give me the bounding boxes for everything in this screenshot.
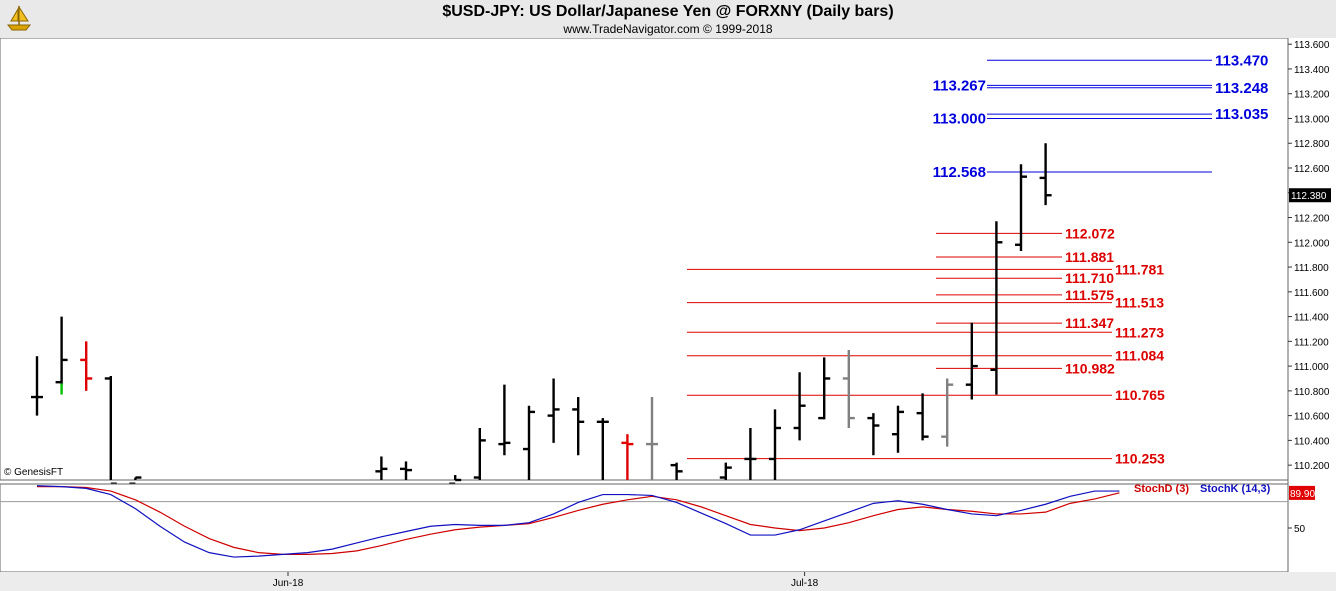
ohlc-bar: [990, 221, 1003, 395]
price-tick-label: 110.600: [1294, 412, 1330, 423]
price-tick-label: 112.600: [1294, 164, 1330, 175]
price-tick-label: 112.000: [1294, 238, 1330, 249]
ohlc-bar: [31, 356, 43, 416]
level-label: 112.072: [1065, 225, 1115, 241]
ohlc-bar: [1015, 164, 1027, 251]
stoch-last-box: [1289, 485, 1315, 500]
level-label: 110.253: [1115, 451, 1165, 467]
ohlc-bar: [818, 357, 831, 420]
level-label: 111.881: [1065, 249, 1114, 265]
price-tick-label: 111.600: [1294, 288, 1329, 299]
price-tick-label: 111.800: [1294, 263, 1329, 274]
level-label: 112.568: [933, 164, 986, 181]
price-tick-label: 113.400: [1294, 65, 1330, 76]
ohlc-bar: [916, 393, 929, 441]
stochd-legend: StochD (3): [1134, 483, 1189, 495]
ohlc-bar: [621, 434, 634, 480]
ohlc-bar: [498, 384, 511, 456]
time-axis-bg: [0, 572, 1336, 591]
level-label: 113.000: [933, 110, 986, 127]
stochk-legend: StochK (14,3): [1200, 483, 1271, 495]
ohlc-bar: [892, 405, 904, 453]
last-price-label: 112.380: [1291, 191, 1327, 202]
level-label: 110.982: [1065, 360, 1115, 376]
ship-logo-icon: [6, 5, 32, 31]
stoch-tick-label: 50: [1294, 524, 1306, 535]
level-label: 111.084: [1115, 348, 1164, 364]
ohlc-bar: [596, 418, 609, 480]
price-tick-label: 111.000: [1294, 362, 1329, 373]
level-label: 111.575: [1065, 287, 1114, 303]
ohlc-bar: [80, 341, 93, 391]
price-tick-label: 110.400: [1294, 436, 1330, 447]
ohlc-bar: [547, 378, 560, 443]
ohlc-bar: [719, 462, 732, 480]
level-label: 113.470: [1215, 52, 1268, 69]
price-tick-label: 110.200: [1294, 461, 1330, 472]
level-label: 111.710: [1065, 270, 1114, 286]
level-label: 111.273: [1115, 324, 1164, 340]
level-label: 111.781: [1115, 261, 1164, 277]
price-tick-label: 110.800: [1294, 387, 1330, 398]
ohlc-bar: [842, 350, 855, 428]
price-tick-label: 112.200: [1294, 214, 1330, 225]
stochastic-panel: 50 89.90 Jun-18 Jul-18: [0, 483, 1336, 591]
level-label: 113.267: [933, 77, 986, 94]
ohlc-bar: [55, 316, 68, 385]
price-tick-label: 113.600: [1294, 40, 1330, 51]
last-price-box: [1289, 188, 1331, 203]
ohlc-bar: [867, 413, 880, 456]
ohlc-bar: [400, 461, 412, 480]
ohlc-bar: [473, 428, 486, 480]
ohlc-bar: [375, 456, 388, 480]
chart-title: $USD-JPY: US Dollar/Japanese Yen @ FORXN…: [442, 3, 894, 20]
ohlc-bar: [670, 462, 683, 480]
stochd-line: [37, 486, 1120, 556]
level-label: 113.248: [1215, 80, 1268, 97]
ohlc-bar: [744, 428, 757, 480]
ohlc-bar: [646, 397, 658, 480]
level-label: 111.513: [1115, 295, 1164, 311]
ohlc-bar: [793, 372, 806, 441]
time-label: Jun-18: [273, 578, 304, 589]
price-plot-frame: [0, 38, 1289, 481]
price-tick-label: 112.800: [1294, 139, 1330, 150]
level-label: 111.347: [1065, 315, 1114, 331]
price-tick-label: 113.000: [1294, 114, 1330, 125]
stoch-last-label: 89.90: [1290, 489, 1315, 500]
ohlc-bar: [941, 378, 954, 447]
chart-header: $USD-JPY: US Dollar/Japanese Yen @ FORXN…: [0, 0, 1336, 38]
ohlc-bar: [965, 322, 978, 400]
level-label: 110.765: [1115, 387, 1165, 403]
level-label: 113.035: [1215, 106, 1268, 123]
stoch-plot-frame: [0, 483, 1289, 573]
ohlc-bar: [572, 397, 585, 456]
time-label: Jul-18: [791, 578, 819, 589]
price-tick-label: 111.400: [1294, 313, 1329, 324]
price-tick-label: 113.200: [1294, 90, 1330, 101]
stochk-line: [36, 485, 1120, 558]
ohlc-bar: [523, 405, 535, 480]
ohlc-bar: [1039, 143, 1052, 206]
price-tick-label: 111.200: [1294, 337, 1329, 348]
chart-area[interactable]: 110.200 110.400 110.600 110.800 111.000 111.2…: [0, 38, 1336, 591]
ohlc-bar: [769, 409, 781, 480]
watermark: © GenesisFT: [4, 467, 64, 478]
chart-subtitle: www.TradeNavigator.com © 1999-2018: [563, 22, 773, 36]
